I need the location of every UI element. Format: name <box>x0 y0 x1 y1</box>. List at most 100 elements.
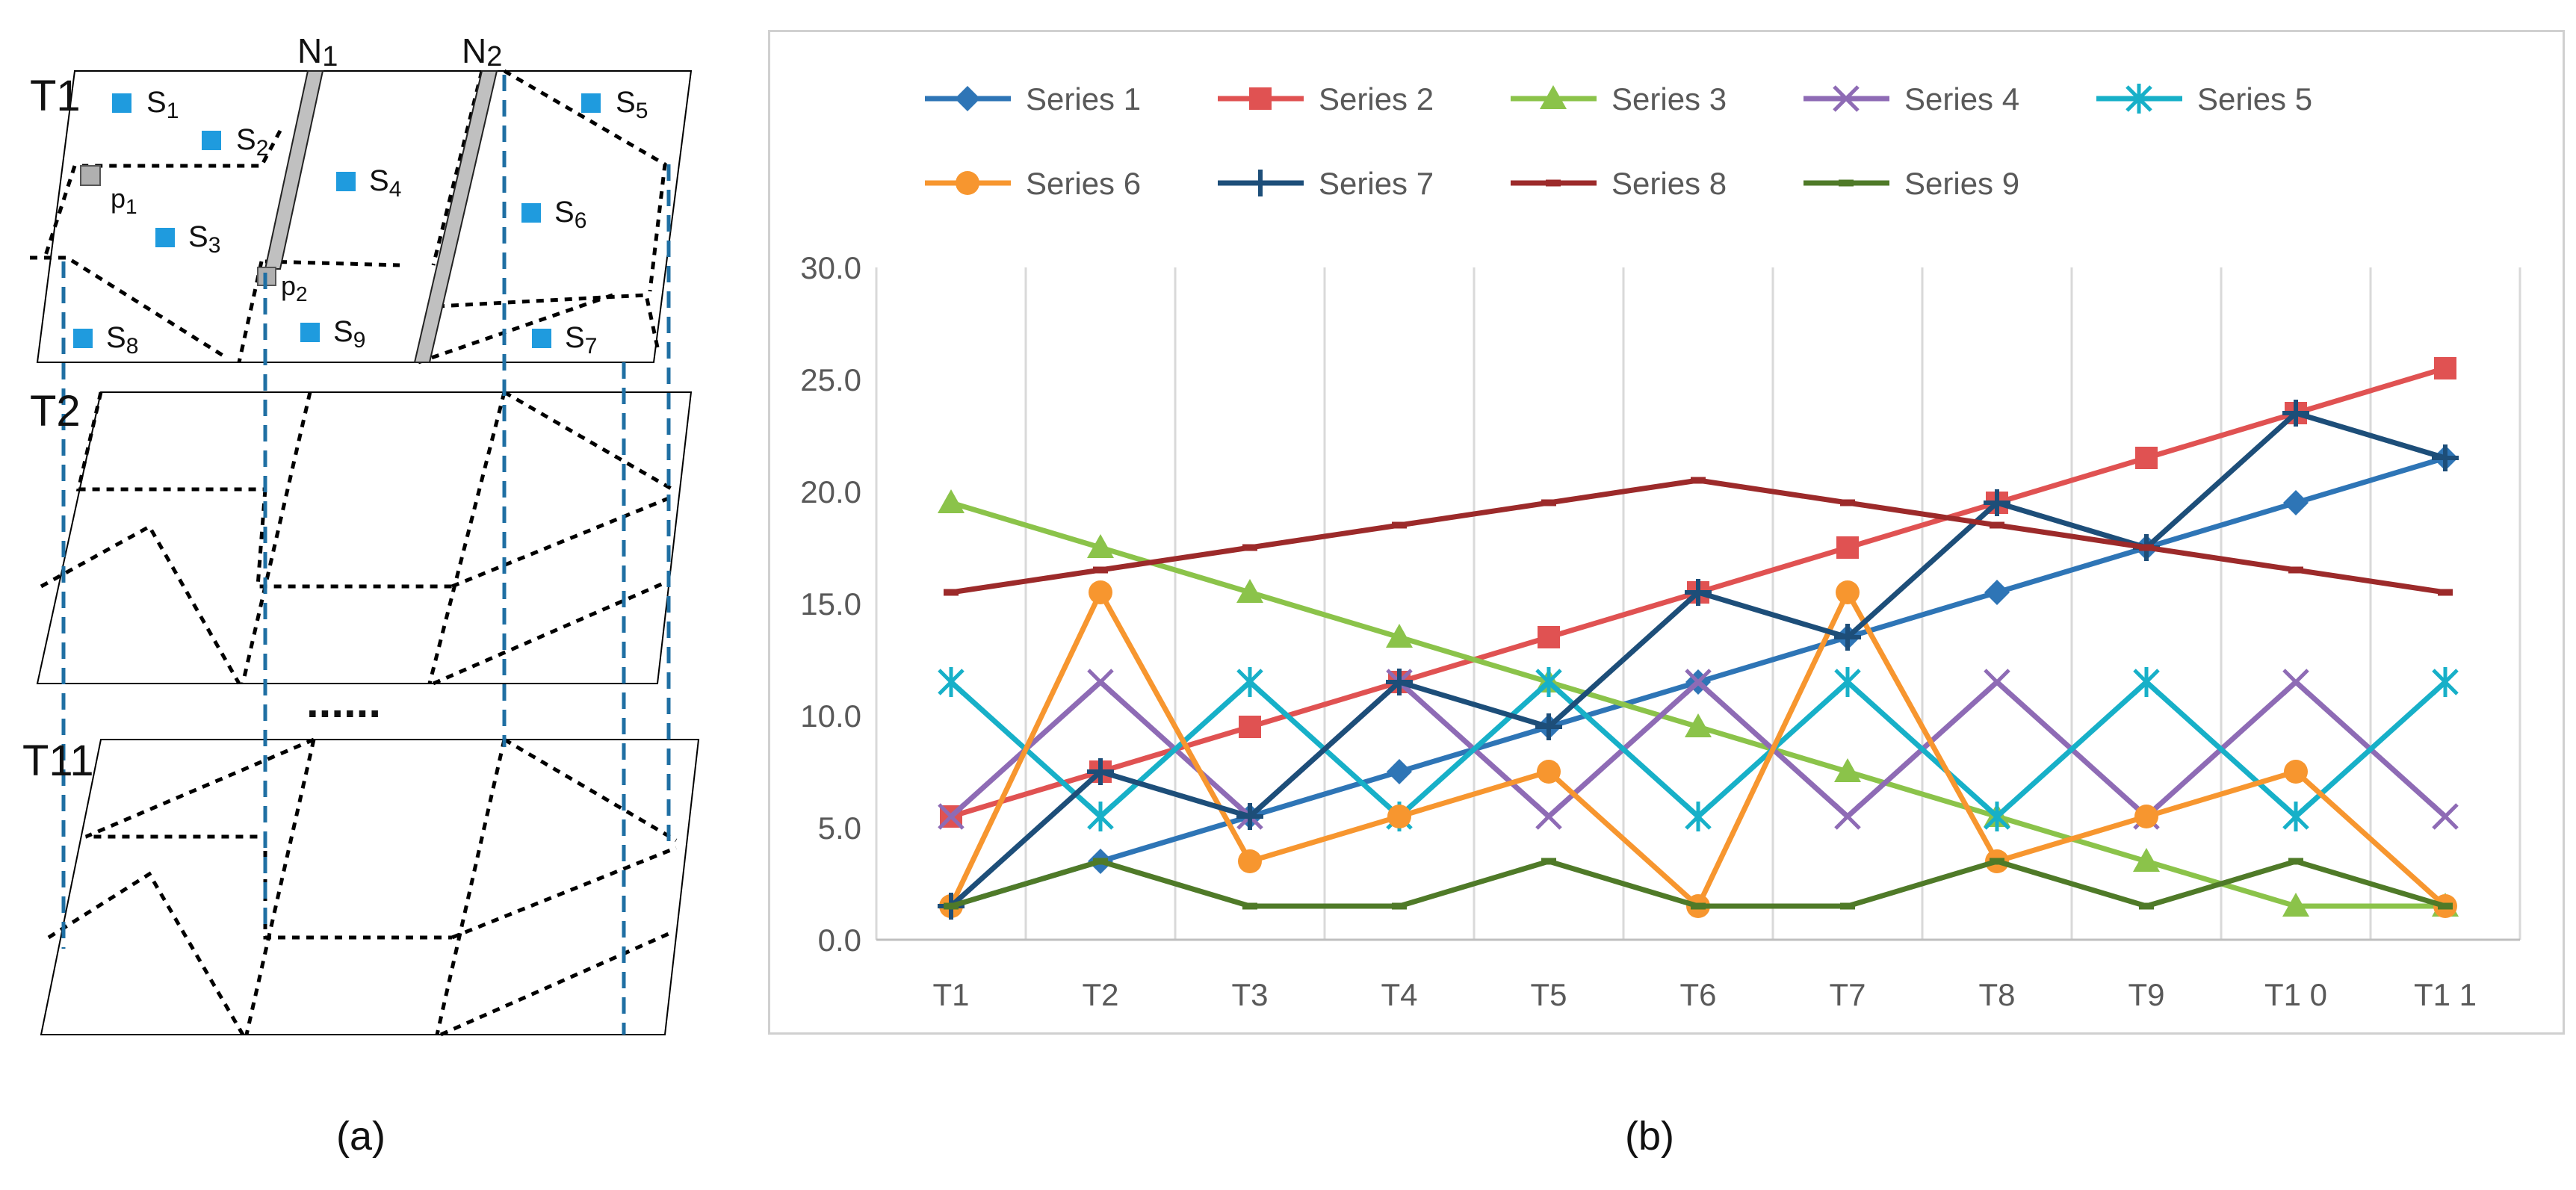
legend-item: Series 1 <box>925 81 1141 117</box>
data-point <box>1087 534 1114 558</box>
data-point <box>2282 802 2309 831</box>
data-point <box>1087 669 1114 695</box>
sensor-s8-label: S8 <box>106 321 138 359</box>
sensor-s1-marker <box>112 93 131 113</box>
data-point <box>1087 802 1114 831</box>
network-bar-n2 <box>413 70 498 363</box>
data-point <box>1386 624 1413 648</box>
legend-item: Series 8 <box>1511 166 1727 201</box>
y-tick-label: 15.0 <box>800 586 861 622</box>
y-tick-label: 0.0 <box>818 923 861 958</box>
chart-y-axis: 0.0 5.0 10.0 15.0 20.0 25.0 30.0 <box>800 250 861 958</box>
data-point <box>1836 536 1859 559</box>
data-point <box>2434 357 2456 379</box>
data-point <box>1834 624 1861 651</box>
series-series-9 <box>944 858 2453 910</box>
legend-label: Series 6 <box>1026 166 1141 201</box>
data-point <box>1834 803 1861 830</box>
data-point <box>1236 803 1263 830</box>
chart-x-axis: T1 T2 T3 T4 T5 T6 T7 T8 T9 T1 0 T1 1 <box>932 977 2477 1012</box>
legend-label: Series 2 <box>1319 81 1434 117</box>
sensor-s2-label: S2 <box>236 123 268 161</box>
y-tick-label: 30.0 <box>800 250 861 285</box>
data-point <box>938 667 965 697</box>
data-point <box>1238 849 1262 873</box>
data-point <box>2133 848 2160 872</box>
legend-item: Series 4 <box>1803 81 2019 117</box>
x-tick-label: T1 0 <box>2264 977 2327 1012</box>
sensor-s9-marker <box>300 323 320 342</box>
sensor-s5-label: S5 <box>616 86 648 123</box>
sensor-s5-marker <box>581 93 601 113</box>
data-point <box>1387 759 1412 784</box>
y-tick-label: 5.0 <box>818 811 861 846</box>
data-point <box>1834 667 1861 697</box>
data-point <box>1236 579 1263 603</box>
data-point <box>2133 667 2160 697</box>
point-p1-label: p1 <box>111 183 137 218</box>
data-point <box>955 86 980 111</box>
data-point <box>2432 803 2459 830</box>
legend-label: Series 9 <box>1904 166 2019 201</box>
data-point <box>1984 669 2010 695</box>
sensor-s3-marker <box>155 228 175 247</box>
y-tick-label: 10.0 <box>800 698 861 734</box>
sensor-s1-label: S1 <box>146 86 179 123</box>
data-point <box>938 489 965 513</box>
chart-frame <box>768 30 2565 1035</box>
sensor-markers <box>73 93 601 348</box>
data-point <box>1239 716 1261 738</box>
sensor-s6-marker <box>521 203 541 223</box>
data-point <box>1087 758 1114 785</box>
sensor-s7-label: S7 <box>565 321 597 359</box>
data-point <box>1834 758 1861 782</box>
caption-a: (a) <box>336 1114 386 1159</box>
t1-boundaries <box>30 69 667 365</box>
legend-item: Series 7 <box>1218 166 1434 201</box>
network-bar-n1 <box>264 70 324 270</box>
data-point <box>2283 490 2309 515</box>
data-point <box>1984 489 2010 516</box>
time-labels: T1 T2 T11 <box>22 72 94 785</box>
data-point <box>1685 713 1712 737</box>
layer-t11-frame <box>40 739 700 1035</box>
caption-b: (b) <box>1625 1114 1674 1159</box>
chart-grid <box>875 267 2521 941</box>
t11-boundaries <box>47 737 678 1037</box>
legend-item: Series 6 <box>925 166 1141 201</box>
data-point <box>1537 760 1561 784</box>
data-point <box>1836 580 1860 604</box>
legend-label: Series 5 <box>2197 81 2312 117</box>
sensor-s2-marker <box>202 131 221 150</box>
data-point <box>2125 84 2152 114</box>
sensor-s8-marker <box>73 329 93 348</box>
data-point <box>1089 580 1112 604</box>
data-point <box>1535 713 1562 740</box>
sensor-s4-marker <box>336 172 356 191</box>
series-series-8 <box>944 477 2453 596</box>
data-point <box>1538 626 1560 648</box>
layer-t2 <box>36 390 693 686</box>
data-point <box>1535 803 1562 830</box>
chart-legend: Series 1 Series 2 Series 3 Series 4 Series 5… <box>925 81 2312 201</box>
legend-label: Series 3 <box>1611 81 1727 117</box>
sensor-s3-label: S3 <box>188 220 220 258</box>
series-series-7 <box>938 400 2459 920</box>
x-tick-label: T8 <box>1978 977 2015 1012</box>
layer-connectors <box>61 75 671 1035</box>
point-labels: p1 p2 <box>111 183 308 306</box>
data-point <box>1387 805 1411 828</box>
data-point <box>1236 667 1263 697</box>
layer-ellipsis: ...... <box>306 677 381 727</box>
x-tick-label: T1 <box>932 977 969 1012</box>
data-point <box>2284 760 2308 784</box>
line-chart: Series 1 Series 2 Series 3 Series 4 Series 5… <box>800 81 2521 1012</box>
x-tick-label: T7 <box>1829 977 1866 1012</box>
point-p1-marker <box>80 165 101 186</box>
data-point <box>1685 669 1712 695</box>
network-diagram: S1 S2 S3 S4 S5 S6 S7 S8 S9 p1 p2 N1 N2 T… <box>22 31 700 1037</box>
legend-item: Series 5 <box>2096 81 2312 117</box>
data-point <box>1535 667 1562 697</box>
point-p2-label: p2 <box>281 270 308 306</box>
sensor-s7-marker <box>532 329 551 348</box>
